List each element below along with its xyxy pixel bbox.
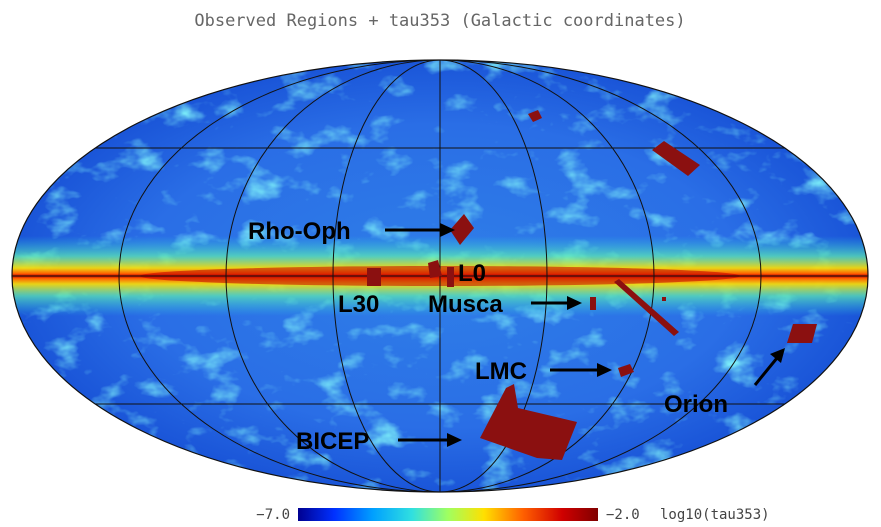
region-orion-north: [652, 141, 700, 176]
colorbar: −7.0 −2.0 log10(tau353): [256, 507, 769, 523]
region-orion: [787, 324, 817, 343]
map-title: Observed Regions + tau353 (Galactic coor…: [194, 11, 685, 31]
observed-regions: [367, 110, 817, 460]
region-north-small: [528, 110, 542, 122]
region-l0-strip: [447, 267, 454, 287]
colorbar-min-label: −7.0: [256, 507, 290, 523]
region-lmc: [618, 364, 634, 377]
region-rho-oph: [450, 214, 474, 245]
region-stripe: [614, 279, 679, 336]
region-annotations: [385, 223, 785, 447]
region-bicep: [480, 384, 577, 460]
label-l0: L0: [458, 260, 486, 287]
label-orion: Orion: [664, 391, 728, 418]
colorbar-gradient: [298, 508, 598, 521]
label-bicep: BICEP: [296, 428, 369, 455]
label-l30: L30: [338, 291, 379, 318]
region-musca: [590, 297, 596, 310]
region-l0: [428, 260, 442, 278]
label-musca: Musca: [428, 291, 503, 318]
colorbar-unit-label: log10(tau353): [660, 507, 770, 523]
region-l30: [367, 268, 381, 286]
region-stripe-dot: [662, 297, 666, 301]
map-outline: [11, 59, 869, 493]
mollweide-sky-map: [12, 60, 868, 492]
colorbar-max-label: −2.0: [606, 507, 640, 523]
label-rho-oph: Rho-Oph: [248, 218, 351, 245]
label-lmc: LMC: [475, 358, 527, 385]
